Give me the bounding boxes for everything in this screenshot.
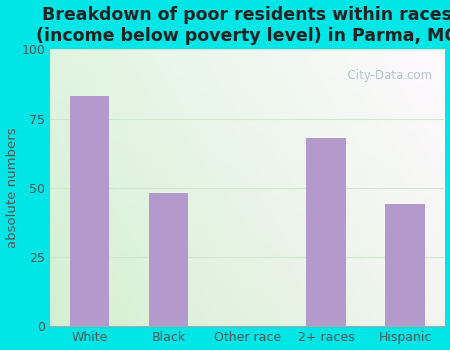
- Bar: [70, 96, 109, 326]
- Bar: [385, 204, 425, 326]
- Bar: [306, 138, 346, 326]
- Text: City-Data.com: City-Data.com: [341, 69, 432, 82]
- Bar: [148, 193, 188, 326]
- Y-axis label: absolute numbers: absolute numbers: [5, 127, 18, 248]
- Title: Breakdown of poor residents within races
(income below poverty level) in Parma, : Breakdown of poor residents within races…: [36, 6, 450, 45]
